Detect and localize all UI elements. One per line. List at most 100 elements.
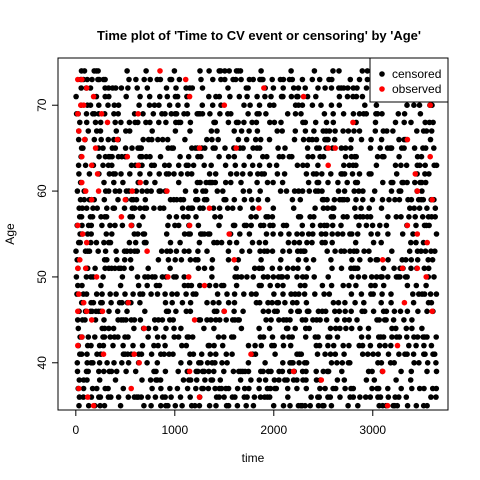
data-point-censored <box>78 214 85 220</box>
data-point-censored <box>140 214 146 220</box>
data-point-censored <box>280 282 286 289</box>
data-point-censored <box>204 136 210 143</box>
data-point-censored <box>324 248 331 254</box>
data-point-censored <box>289 299 296 306</box>
data-point-observed <box>81 136 88 143</box>
data-point-censored <box>89 76 95 83</box>
data-point-censored <box>181 231 188 237</box>
data-point-censored <box>111 111 117 117</box>
data-point-censored <box>419 179 425 186</box>
data-point-censored <box>160 205 167 211</box>
data-point-censored <box>89 214 96 220</box>
data-point-censored <box>177 394 184 400</box>
data-point-censored <box>151 162 158 169</box>
data-point-censored <box>123 128 129 134</box>
data-point-censored <box>83 274 90 280</box>
data-point-censored <box>258 282 265 289</box>
data-point-observed <box>196 394 203 400</box>
data-point-censored <box>252 136 259 143</box>
data-point-censored <box>294 162 301 169</box>
data-point-censored <box>239 248 245 254</box>
data-point-censored <box>345 402 351 409</box>
data-point-censored <box>209 136 215 143</box>
data-point-censored <box>102 248 109 254</box>
data-point-censored <box>155 136 161 143</box>
data-point-censored <box>375 385 382 392</box>
data-point-censored <box>162 111 168 117</box>
data-point-censored <box>424 360 431 366</box>
data-point-censored <box>274 128 281 134</box>
data-point-censored <box>388 188 395 194</box>
data-point-censored <box>410 351 417 358</box>
data-point-censored <box>212 214 218 220</box>
data-point-observed <box>98 111 105 117</box>
data-point-censored <box>217 68 224 74</box>
data-point-censored <box>208 128 215 134</box>
data-point-censored <box>81 68 88 74</box>
data-point-censored <box>157 377 164 383</box>
data-point-censored <box>422 171 428 177</box>
data-point-censored <box>216 205 223 211</box>
data-point-censored <box>171 325 177 332</box>
data-point-censored <box>271 119 278 126</box>
data-point-censored <box>154 360 161 366</box>
data-point-censored <box>299 188 306 194</box>
data-point-censored <box>80 145 86 151</box>
data-point-censored <box>212 360 218 366</box>
data-point-censored <box>253 214 259 220</box>
data-point-censored <box>332 385 339 392</box>
data-point-censored <box>280 342 287 349</box>
data-point-censored <box>385 274 391 280</box>
data-point-censored <box>429 257 436 263</box>
data-point-censored <box>317 222 324 229</box>
data-point-censored <box>342 385 348 392</box>
data-point-censored <box>428 299 435 306</box>
data-point-observed <box>221 102 228 108</box>
data-point-observed <box>201 282 208 289</box>
data-point-censored <box>383 317 389 323</box>
data-point-censored <box>111 360 117 366</box>
data-point-censored <box>201 231 208 237</box>
data-point-censored <box>354 317 360 323</box>
data-point-censored <box>353 214 359 220</box>
data-point-censored <box>334 334 341 340</box>
data-point-censored <box>352 239 359 246</box>
data-point-censored <box>235 136 242 143</box>
data-point-censored <box>230 368 237 375</box>
data-point-censored <box>222 68 228 74</box>
data-point-censored <box>129 214 136 220</box>
data-point-censored <box>130 342 136 349</box>
data-point-censored <box>309 153 316 160</box>
data-point-censored <box>398 162 404 169</box>
data-point-censored <box>369 385 375 392</box>
data-point-censored <box>177 119 184 126</box>
data-point-censored <box>139 291 146 297</box>
data-point-censored <box>326 291 333 297</box>
data-point-censored <box>190 351 197 358</box>
data-point-censored <box>409 317 415 323</box>
data-point-censored <box>119 222 126 229</box>
data-point-censored <box>410 299 417 306</box>
data-point-censored <box>238 179 244 186</box>
data-point-censored <box>291 188 298 194</box>
data-point-censored <box>243 136 250 143</box>
data-point-censored <box>354 231 361 237</box>
data-point-censored <box>180 377 187 383</box>
data-point-censored <box>432 205 439 211</box>
data-point-censored <box>135 231 141 237</box>
data-point-censored <box>411 102 417 108</box>
data-point-censored <box>264 179 271 186</box>
data-point-censored <box>250 274 256 280</box>
data-point-censored <box>408 119 414 126</box>
data-point-censored <box>406 248 413 254</box>
data-point-censored <box>310 257 317 263</box>
data-point-censored <box>220 282 227 289</box>
data-point-censored <box>383 308 390 315</box>
data-point-censored <box>137 205 143 211</box>
data-point-censored <box>73 274 80 280</box>
data-point-censored <box>313 136 320 143</box>
data-point-censored <box>407 377 414 383</box>
data-point-censored <box>230 334 237 340</box>
data-point-censored <box>172 257 178 263</box>
data-point-censored <box>411 360 417 366</box>
